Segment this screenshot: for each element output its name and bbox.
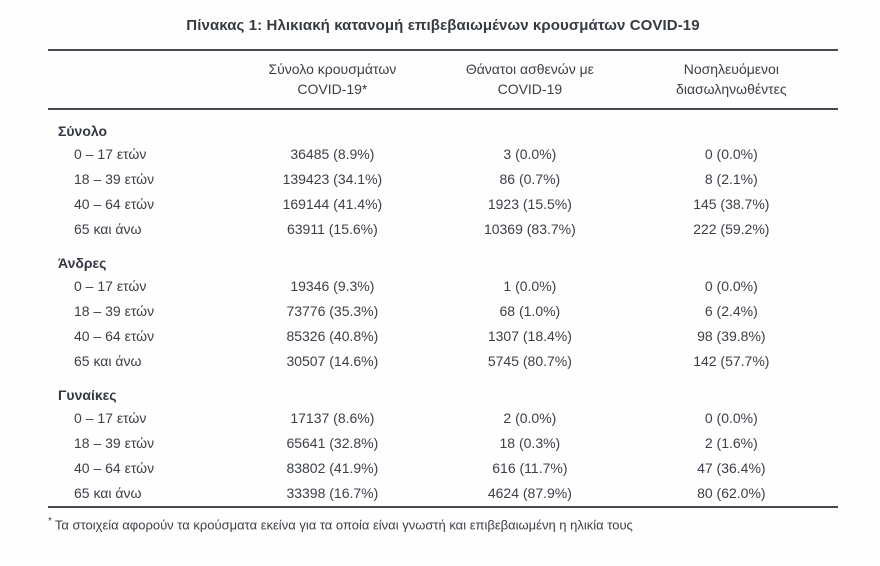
- table-row: 18 – 39 ετών 139423 (34.1%) 86 (0.7%) 8 …: [48, 167, 838, 192]
- footnote-marker: *: [48, 516, 52, 527]
- cases-value: 85326 (40.8%): [286, 328, 379, 344]
- cases-value: 65641 (32.8%): [286, 435, 379, 451]
- deaths-value: 18 (0.3%): [499, 435, 561, 451]
- intubated-value: 0 (0.0%): [704, 278, 758, 294]
- column-header-deaths-line2: COVID-19: [497, 81, 563, 97]
- table-row: 40 – 64 ετών 85326 (40.8%) 1307 (18.4%) …: [48, 324, 838, 349]
- cases-value: 36485 (8.9%): [290, 146, 375, 162]
- cases-value: 19346 (9.3%): [290, 278, 375, 294]
- table-row: 0 – 17 ετών 19346 (9.3%) 1 (0.0%) 0 (0.0…: [48, 274, 838, 299]
- column-header-intubated-line1: Νοσηλευόμενοι: [683, 61, 779, 77]
- table-title: Πίνακας 1: Ηλικιακή κατανομή επιβεβαιωμέ…: [186, 17, 700, 34]
- covid-age-distribution-table: Σύνολο κρουσμάτων COVID-19* Θάνατοι ασθε…: [48, 49, 838, 508]
- report-page: Πίνακας 1: Ηλικιακή κατανομή επιβεβαιωμέ…: [0, 17, 880, 566]
- deaths-value: 86 (0.7%): [499, 171, 561, 187]
- group-label-men: Άνδρες: [58, 255, 107, 271]
- column-header-cases-line2: COVID-19*: [297, 81, 368, 97]
- age-label: 0 – 17 ετών: [74, 146, 147, 162]
- deaths-value: 1923 (15.5%): [487, 196, 572, 212]
- intubated-value: 80 (62.0%): [697, 485, 766, 501]
- intubated-value: 47 (36.4%): [697, 460, 766, 476]
- table-row: 0 – 17 ετών 17137 (8.6%) 2 (0.0%) 0 (0.0…: [48, 406, 838, 431]
- table-footnote: * Τα στοιχεία αφορούν τα κρούσματα εκείνα…: [48, 513, 838, 534]
- column-header-deaths: Θάνατοι ασθενών με COVID-19: [435, 49, 625, 110]
- group-label-women: Γυναίκες: [58, 387, 117, 403]
- cases-value: 169144 (41.4%): [282, 196, 383, 212]
- age-label: 65 και άνω: [74, 221, 142, 237]
- age-label: 18 – 39 ετών: [74, 303, 155, 319]
- column-header-intubated-line2: διασωληνωθέντες: [676, 81, 787, 97]
- table-header: Σύνολο κρουσμάτων COVID-19* Θάνατοι ασθε…: [48, 49, 838, 110]
- deaths-value: 4624 (87.9%): [487, 485, 572, 501]
- table-row: 18 – 39 ετών 65641 (32.8%) 18 (0.3%) 2 (…: [48, 431, 838, 456]
- deaths-value: 68 (1.0%): [499, 303, 561, 319]
- age-label: 0 – 17 ετών: [74, 278, 147, 294]
- age-label: 40 – 64 ετών: [74, 460, 155, 476]
- intubated-value: 0 (0.0%): [704, 410, 758, 426]
- table-row: 65 και άνω 33398 (16.7%) 4624 (87.9%) 80…: [48, 481, 838, 507]
- cases-value: 139423 (34.1%): [282, 171, 383, 187]
- deaths-value: 1307 (18.4%): [487, 328, 572, 344]
- deaths-value: 10369 (83.7%): [483, 221, 576, 237]
- cases-value: 63911 (15.6%): [286, 221, 378, 237]
- group-label-total: Σύνολο: [58, 123, 108, 139]
- age-label: 0 – 17 ετών: [74, 410, 147, 426]
- age-label: 18 – 39 ετών: [74, 435, 155, 451]
- intubated-value: 8 (2.1%): [704, 171, 758, 187]
- cases-value: 73776 (35.3%): [286, 303, 379, 319]
- cases-value: 17137 (8.6%): [290, 410, 375, 426]
- table-row: 65 και άνω 63911 (15.6%) 10369 (83.7%) 2…: [48, 217, 838, 242]
- intubated-value: 6 (2.4%): [704, 303, 758, 319]
- cases-value: 30507 (14.6%): [286, 353, 379, 369]
- column-header-deaths-line1: Θάνατοι ασθενών με: [465, 61, 594, 77]
- column-header-cases: Σύνολο κρουσμάτων COVID-19*: [229, 49, 436, 110]
- age-label: 40 – 64 ετών: [74, 196, 155, 212]
- intubated-value: 145 (38.7%): [693, 196, 770, 212]
- cases-value: 83802 (41.9%): [286, 460, 379, 476]
- deaths-value: 1 (0.0%): [503, 278, 557, 294]
- deaths-value: 5745 (80.7%): [487, 353, 572, 369]
- age-label: 65 και άνω: [74, 353, 142, 369]
- age-label: 18 – 39 ετών: [74, 171, 155, 187]
- table-row: 0 – 17 ετών 36485 (8.9%) 3 (0.0%) 0 (0.0…: [48, 142, 838, 167]
- deaths-value: 616 (11.7%): [492, 460, 568, 476]
- intubated-value: 98 (39.8%): [697, 328, 766, 344]
- footnote-text: Τα στοιχεία αφορούν τα κρούσματα εκείνα …: [54, 517, 633, 533]
- column-header-intubated: Νοσηλευόμενοι διασωληνωθέντες: [624, 49, 838, 110]
- intubated-value: 222 (59.2%): [693, 221, 770, 237]
- intubated-value: 2 (1.6%): [704, 435, 758, 451]
- table-row: 65 και άνω 30507 (14.6%) 5745 (80.7%) 14…: [48, 349, 838, 374]
- table-row: 18 – 39 ετών 73776 (35.3%) 68 (1.0%) 6 (…: [48, 299, 838, 324]
- column-header-cases-line1: Σύνολο κρουσμάτων: [268, 61, 397, 77]
- deaths-value: 2 (0.0%): [503, 410, 557, 426]
- column-header-empty: [48, 49, 230, 110]
- age-label: 40 – 64 ετών: [74, 328, 155, 344]
- age-label: 65 και άνω: [74, 485, 142, 501]
- group-row-men: Άνδρες: [48, 242, 838, 274]
- cases-value: 33398 (16.7%): [286, 485, 379, 501]
- table-row: 40 – 64 ετών 83802 (41.9%) 616 (11.7%) 4…: [48, 456, 838, 481]
- deaths-value: 3 (0.0%): [503, 146, 557, 162]
- group-row-total: Σύνολο: [48, 109, 838, 142]
- group-row-women: Γυναίκες: [48, 374, 838, 406]
- intubated-value: 0 (0.0%): [704, 146, 758, 162]
- intubated-value: 142 (57.7%): [693, 353, 770, 369]
- table-row: 40 – 64 ετών 169144 (41.4%) 1923 (15.5%)…: [48, 192, 838, 217]
